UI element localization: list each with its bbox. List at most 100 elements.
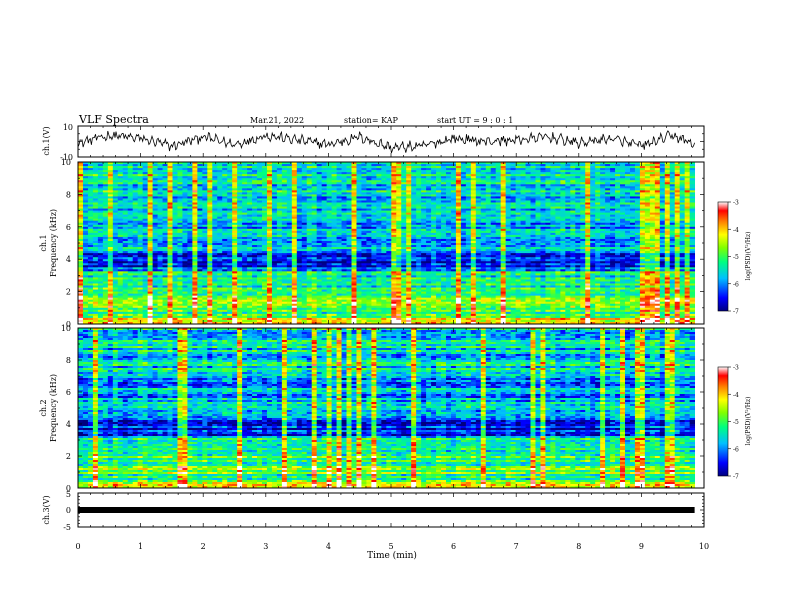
ch1-spectrogram-cell — [520, 182, 526, 185]
ch1-spectrogram-cell — [276, 174, 283, 177]
ch1-spectrogram-cell — [416, 234, 422, 238]
ch1-spectrogram-cell — [78, 200, 84, 203]
ch1-spectrogram-cell — [634, 188, 641, 191]
ch1-spectrogram-cell — [276, 230, 283, 234]
ch1-spectrogram-cell — [321, 172, 328, 175]
ch1-spectrogram-cell — [565, 188, 571, 191]
ch1-spectrogram-cell — [689, 236, 696, 240]
ch1-spectrogram-cell — [137, 186, 144, 189]
ch1-spectrogram-cell — [475, 220, 482, 224]
ch1-spectrogram-cell — [316, 218, 323, 222]
ch1-spectrogram-cell — [441, 218, 447, 222]
ch1-spectrogram-cell — [431, 224, 437, 228]
ch1-spectrogram-cell — [242, 228, 248, 232]
ch1-spectrogram-cell — [187, 200, 193, 203]
ch1-spectrogram-cell — [167, 222, 173, 226]
ch1-spectrogram-cell — [396, 222, 402, 226]
ch1-spectrogram-cell — [610, 188, 616, 191]
ch1-spectrogram-cell — [480, 174, 487, 177]
ch1-spectrogram-cell — [610, 196, 616, 199]
ch1-spectrogram-cell — [207, 188, 213, 191]
ch1-spectrogram-cell — [585, 192, 591, 195]
ch1-spectrogram-cell — [107, 168, 114, 171]
ch1-spectrogram-cell — [495, 198, 502, 201]
ch1-spectrogram-cell — [137, 226, 144, 230]
ch1-spectrogram-cell — [465, 166, 472, 169]
ch1-spectrogram-cell — [177, 214, 183, 218]
ch1-spectrogram-cell — [122, 240, 129, 244]
ch1-spectrogram-cell — [356, 214, 362, 218]
ch1-spectrogram-cell — [102, 180, 109, 183]
ch1-spectrogram-cell — [336, 196, 342, 199]
ch1-spectrogram-cell — [431, 168, 437, 171]
ch1-spectrogram-cell — [629, 234, 636, 238]
ch1-spectrogram-cell — [560, 168, 566, 171]
ch1-spectrogram-cell — [127, 222, 134, 226]
ch1-spectrogram-cell — [475, 210, 482, 214]
ch1-spectrogram-cell — [182, 210, 188, 214]
ch1-spectrogram-cell — [550, 184, 556, 187]
ch1-spectrogram-cell — [376, 164, 382, 167]
ch1-spectrogram-cell — [605, 210, 611, 214]
ch1-spectrogram-cell — [401, 226, 407, 230]
ch1-spectrogram-cell — [470, 182, 477, 185]
ch1-spectrogram-cell — [117, 162, 124, 165]
ch1-spectrogram-cell — [266, 238, 273, 242]
ch1-spectrogram-cell — [639, 168, 646, 171]
ch1-spectrogram-cell — [82, 164, 89, 167]
ch1-spectrogram-cell — [172, 240, 178, 244]
ch1-spectrogram-cell — [266, 232, 273, 236]
ch1-spectrogram-cell — [361, 180, 367, 183]
ch1-spectrogram-cell — [276, 238, 283, 242]
ch1-spectrogram-cell — [232, 172, 238, 175]
ch1-spectrogram-cell — [172, 224, 178, 228]
ch1-spectrogram-cell — [212, 162, 218, 165]
ch1-spectrogram-cell — [78, 162, 84, 165]
ch1-spectrogram-cell — [336, 188, 342, 191]
ch1-spectrogram-cell — [525, 192, 531, 195]
ch1-spectrogram-cell — [455, 164, 462, 167]
ch1-spectrogram-cell — [545, 192, 551, 195]
ch1-spectrogram-cell — [351, 200, 357, 203]
ch1-spectrogram-cell — [465, 214, 472, 218]
ch1-spectrogram-cell — [595, 178, 601, 181]
ch1-spectrogram-cell — [590, 222, 596, 226]
ch1-spectrogram-cell — [306, 216, 313, 220]
ch1-spectrogram-cell — [122, 224, 129, 228]
ch1-spectrogram-cell — [281, 216, 288, 220]
ch1-spectrogram-cell — [212, 220, 218, 224]
ch1-spectrogram-cell — [555, 222, 561, 226]
ch1-spectrogram-cell — [545, 236, 551, 240]
ch1-spectrogram-cell — [679, 230, 686, 234]
ch1-spectrogram-cell — [515, 196, 521, 199]
ch1-spectrogram-cell — [311, 234, 318, 238]
ch1-spectrogram-cell — [301, 232, 308, 236]
ch1-spectrogram-cell — [82, 172, 89, 175]
ch1-spectrogram-cell — [535, 186, 541, 189]
ch1-spectrogram-cell — [182, 174, 188, 177]
ch1-spectrogram-cell — [659, 204, 666, 207]
ch1-spectrogram-cell — [122, 216, 129, 220]
ch1-spectrogram-cell — [78, 184, 84, 187]
ch1-spectrogram-cell — [336, 222, 342, 226]
ch1-spectrogram-cell — [510, 230, 516, 234]
ch1-spectrogram-cell — [505, 196, 512, 199]
ch1-spectrogram-cell — [396, 164, 402, 167]
ch1-spectrogram-cell — [391, 164, 397, 167]
ch1-spectrogram-cell — [595, 164, 601, 167]
ch1-spectrogram-cell — [371, 206, 377, 209]
ch1-spectrogram-cell — [92, 212, 99, 216]
ch1-spectrogram-cell — [271, 208, 278, 211]
ch1-spectrogram-cell — [689, 180, 696, 183]
ch1-spectrogram-cell — [600, 168, 606, 171]
ch1-spectrogram-cell — [391, 204, 397, 207]
ch1-spectrogram-cell — [192, 176, 198, 179]
ch1-spectrogram-cell — [152, 194, 158, 197]
ch1-spectrogram-cell — [585, 188, 591, 191]
ch1-spectrogram-cell — [227, 180, 233, 183]
ch1-spectrogram-cell — [575, 176, 581, 179]
ch1-spectrogram-cell — [386, 222, 392, 226]
ch1-spectrogram-cell — [500, 212, 507, 216]
ch1-spectrogram-cell — [192, 220, 198, 224]
ch1-spectrogram-cell — [112, 174, 119, 177]
